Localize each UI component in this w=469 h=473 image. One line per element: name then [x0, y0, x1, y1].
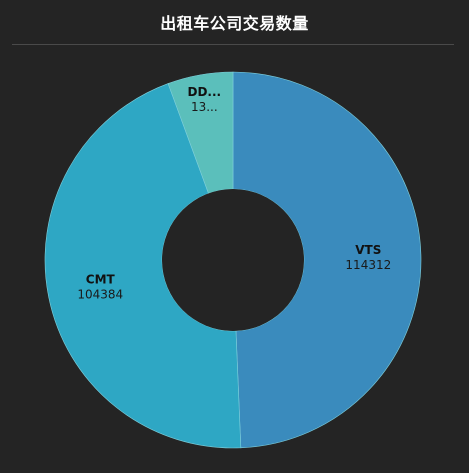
- slice-value-dds: 13...: [191, 100, 218, 114]
- slice-value-cmt: 104384: [77, 288, 123, 302]
- chart-title: 出租车公司交易数量: [160, 14, 309, 33]
- slice-label-dds: DD...: [188, 85, 222, 99]
- donut-hole: [162, 189, 304, 331]
- slice-value-vts: 114312: [345, 258, 391, 272]
- slice-label-cmt: CMT: [86, 273, 116, 287]
- slice-label-vts: VTS: [355, 243, 381, 257]
- title-divider: [12, 44, 454, 45]
